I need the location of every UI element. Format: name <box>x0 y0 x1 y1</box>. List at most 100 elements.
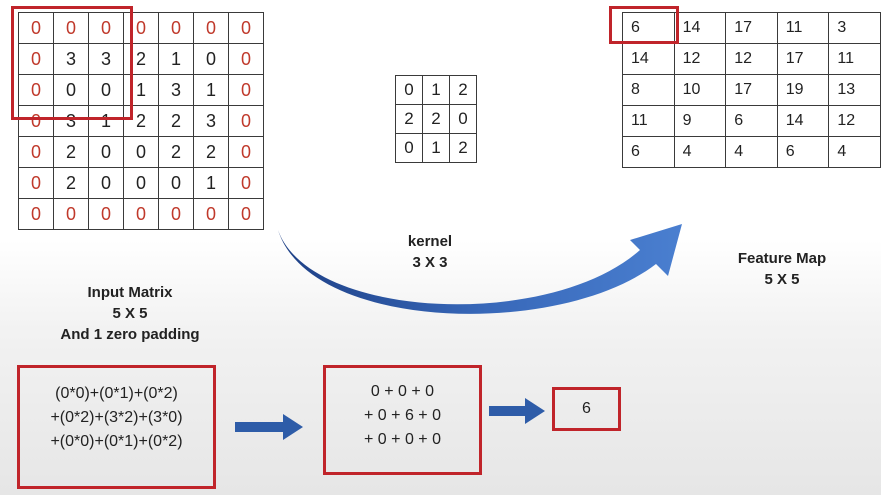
grid-cell: 12 <box>828 105 881 137</box>
grid-cell: 2 <box>158 136 194 168</box>
grid-cell: 2 <box>422 104 450 134</box>
grid-cell: 0 <box>395 75 423 105</box>
grid-cell: 2 <box>449 75 477 105</box>
grid-cell: 8 <box>622 74 675 106</box>
grid-cell: 12 <box>673 43 727 75</box>
grid-cell: 1 <box>158 43 194 75</box>
grid-cell: 3 <box>158 74 194 106</box>
feature-map-highlight <box>609 6 679 44</box>
grid-cell: 14 <box>673 12 727 44</box>
grid-cell: 11 <box>622 105 675 137</box>
grid-cell: 0 <box>88 198 124 230</box>
products-line: +(0*2)+(3*2)+(3*0) <box>50 409 183 426</box>
grid-cell: 0 <box>228 43 264 75</box>
grid-cell: 0 <box>228 167 264 199</box>
grid-cell: 14 <box>622 43 675 75</box>
grid-cell: 0 <box>18 167 54 199</box>
grid-cell: 0 <box>449 104 477 134</box>
grid-cell: 0 <box>88 136 124 168</box>
grid-cell: 4 <box>673 136 727 168</box>
grid-cell: 4 <box>828 136 881 168</box>
grid-cell: 17 <box>725 12 778 44</box>
grid-cell: 4 <box>725 136 778 168</box>
grid-cell: 2 <box>53 167 89 199</box>
grid-cell: 0 <box>193 12 229 44</box>
kernel-caption: kernel 3 X 3 <box>380 231 480 273</box>
sums-line: + 0 + 6 + 0 <box>364 407 441 424</box>
grid-cell: 0 <box>18 105 54 137</box>
grid-cell: 1 <box>193 74 229 106</box>
grid-cell: 1 <box>422 75 450 105</box>
grid-row: 6 14 17 11 3 <box>622 12 881 44</box>
input-matrix-caption: Input Matrix 5 X 5 And 1 zero padding <box>30 282 230 345</box>
input-matrix-size: 5 X 5 <box>112 305 148 322</box>
grid-cell: 0 <box>228 136 264 168</box>
grid-cell: 0 <box>18 198 54 230</box>
curved-arrow-icon <box>278 224 682 314</box>
grid-cell: 2 <box>449 133 477 163</box>
products-line: (0*0)+(0*1)+(0*2) <box>55 385 178 402</box>
kernel-size: 3 X 3 <box>412 254 448 271</box>
feature-map-size: 5 X 5 <box>764 271 800 288</box>
grid-cell: 6 <box>622 12 675 44</box>
sums-line: + 0 + 0 + 0 <box>364 431 441 448</box>
right-arrow-icon <box>489 398 545 424</box>
grid-cell: 1 <box>193 167 229 199</box>
grid-cell: 17 <box>776 43 830 75</box>
grid-cell: 3 <box>828 12 881 44</box>
grid-cell: 0 <box>18 12 54 44</box>
grid-cell: 3 <box>193 105 229 137</box>
grid-cell: 11 <box>776 12 830 44</box>
grid-cell: 17 <box>725 74 778 106</box>
grid-cell: 0 <box>158 198 194 230</box>
grid-cell: 1 <box>123 74 159 106</box>
input-matrix-padding-note: And 1 zero padding <box>60 326 200 343</box>
grid-cell: 6 <box>776 136 830 168</box>
grid-cell: 10 <box>673 74 727 106</box>
feature-map-grid: 6 14 17 11 3 14 12 12 17 11 8 10 17 19 13 11 9 6 14 12 6 4 4 6 4 <box>622 12 881 168</box>
grid-row: 11 9 6 14 12 <box>622 105 881 137</box>
grid-cell: 0 <box>193 198 229 230</box>
grid-cell: 0 <box>88 167 124 199</box>
products-line: +(0*0)+(0*1)+(0*2) <box>50 433 183 450</box>
products-box: (0*0)+(0*1)+(0*2) +(0*2)+(3*2)+(3*0) +(0… <box>17 365 216 489</box>
grid-cell: 2 <box>158 105 194 137</box>
grid-cell: 2 <box>53 136 89 168</box>
grid-cell: 0 <box>158 167 194 199</box>
grid-cell: 0 <box>158 12 194 44</box>
sums-line: 0 + 0 + 0 <box>370 383 435 400</box>
feature-map-title: Feature Map <box>737 250 827 267</box>
grid-cell: 9 <box>673 105 727 137</box>
grid-cell: 12 <box>725 43 778 75</box>
grid-cell: 2 <box>395 104 423 134</box>
grid-cell: 0 <box>53 74 89 106</box>
grid-cell: 0 <box>228 198 264 230</box>
grid-cell: 0 <box>123 167 159 199</box>
grid-cell: 0 <box>228 12 264 44</box>
grid-cell: 6 <box>725 105 778 137</box>
result-value: 6 <box>582 400 591 417</box>
sums-box: 0 + 0 + 0 + 0 + 6 + 0 + 0 + 0 + 0 <box>323 365 482 475</box>
input-matrix-title: Input Matrix <box>87 284 173 301</box>
grid-cell: 0 <box>88 74 124 106</box>
grid-row: 14 12 12 17 11 <box>622 43 881 75</box>
feature-map-caption: Feature Map 5 X 5 <box>712 248 852 290</box>
kernel-title: kernel <box>407 233 453 250</box>
grid-cell: 0 <box>18 136 54 168</box>
grid-cell: 0 <box>123 198 159 230</box>
grid-cell: 6 <box>622 136 675 168</box>
result-box: 6 <box>552 387 621 431</box>
grid-cell: 0 <box>123 136 159 168</box>
grid-cell: 13 <box>828 74 881 106</box>
